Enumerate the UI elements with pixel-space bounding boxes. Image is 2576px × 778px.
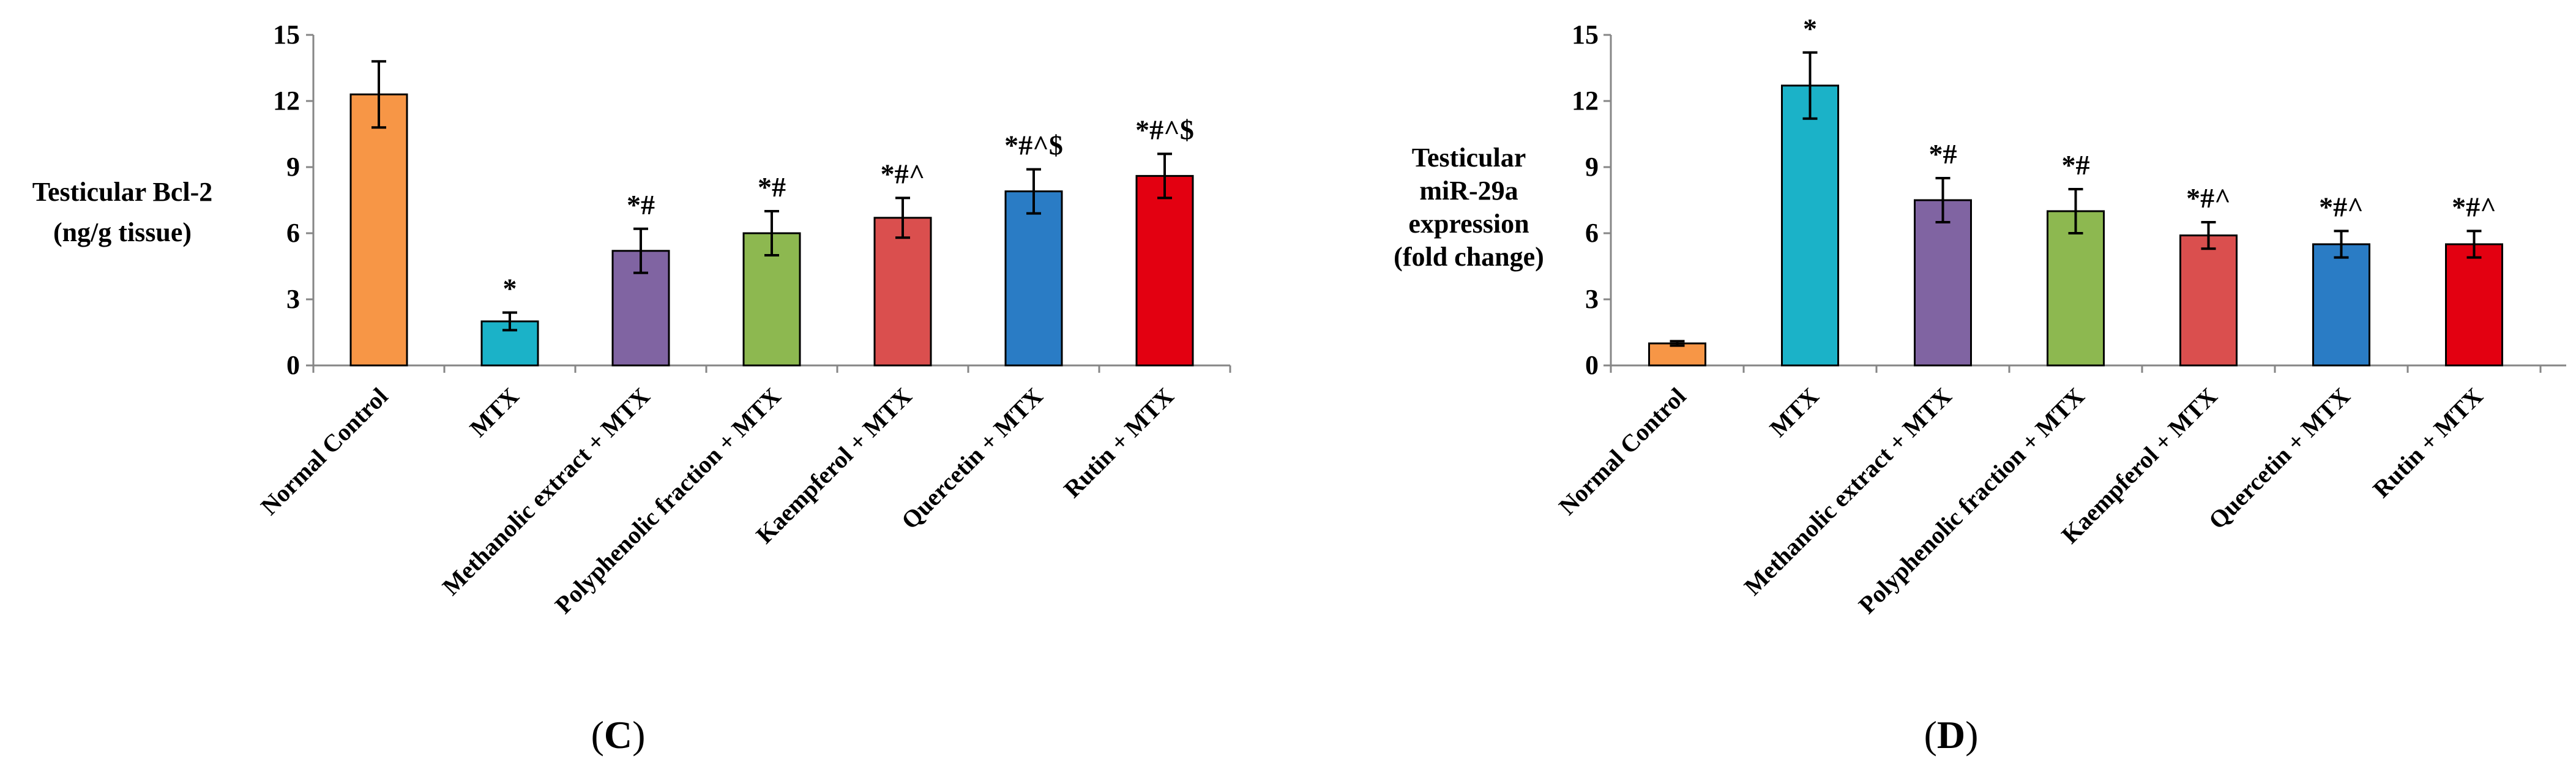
error-bar xyxy=(895,196,910,239)
error-bars xyxy=(371,60,1172,332)
bar xyxy=(611,250,670,367)
category-label: Quercetin + MTX xyxy=(896,382,1048,534)
error-bars xyxy=(1670,51,2482,347)
error-bar xyxy=(764,210,779,256)
category-labels: Normal Control MTX Methanolic extract + … xyxy=(255,382,1179,619)
error-bar xyxy=(502,311,517,332)
y-axis-label-line: Testicular xyxy=(1412,143,1526,173)
significance-label: * xyxy=(1803,13,1817,44)
y-tick-label: 0 xyxy=(1585,350,1599,380)
significance-label: *#^$ xyxy=(1004,130,1063,161)
error-bar xyxy=(2201,221,2216,250)
panel-label-c: (C) xyxy=(591,713,646,757)
y-axis-label-line: (ng/g tissue) xyxy=(53,217,192,247)
y-tick-label: 9 xyxy=(286,152,300,182)
error-bar xyxy=(2068,188,2083,234)
y-tick-label: 15 xyxy=(273,20,300,50)
y-tick-label: 3 xyxy=(286,284,300,314)
y-tick-label: 15 xyxy=(1572,20,1599,50)
y-axis-label-line: miR-29a xyxy=(1419,176,1518,206)
category-label: Polyphenolic fraction + MTX xyxy=(550,382,786,619)
y-tick-label: 12 xyxy=(1572,86,1599,116)
category-label: Normal Control xyxy=(255,383,393,520)
error-bar xyxy=(1670,340,1685,347)
bar xyxy=(1914,199,1972,367)
y-tick-label: 0 xyxy=(286,350,300,380)
category-label: Methanolic extract + MTX xyxy=(437,382,655,600)
bar xyxy=(1781,84,1839,367)
significance-label: *# xyxy=(758,171,786,203)
significance-label: *# xyxy=(627,189,655,220)
y-axis-label-line: (fold change) xyxy=(1394,242,1544,272)
bar xyxy=(2312,243,2370,367)
error-bar xyxy=(1802,51,1818,120)
y-axis-label-line: Testicular Bcl-2 xyxy=(32,177,213,207)
error-bar xyxy=(371,60,386,129)
bar xyxy=(349,93,408,367)
y-tick-label: 3 xyxy=(1585,284,1599,314)
significance-label: * xyxy=(503,273,517,304)
bar xyxy=(2179,234,2238,367)
bar xyxy=(2445,243,2503,367)
bar xyxy=(873,217,932,367)
significance-label: *#^ xyxy=(2452,191,2496,222)
significance-label: *# xyxy=(2062,149,2090,181)
y-tick-label: 6 xyxy=(1585,218,1599,248)
category-label: Quercetin + MTX xyxy=(2203,382,2356,534)
error-bar xyxy=(2334,230,2349,259)
bar xyxy=(1135,174,1194,367)
significance-label: *#^ xyxy=(2319,191,2364,222)
category-label: Polyphenolic fraction + MTX xyxy=(1853,382,2090,619)
error-bar xyxy=(1026,168,1041,215)
significance-labels: * *# *# *#^ *#^ *#^ xyxy=(1803,13,2496,223)
significance-label: *#^ xyxy=(2186,182,2231,214)
category-label: Rutin + MTX xyxy=(2367,382,2488,503)
panel-label-d: (D) xyxy=(1924,713,1979,757)
significance-label: *#^$ xyxy=(1135,114,1194,145)
error-bar xyxy=(633,227,648,274)
error-bar xyxy=(2466,230,2482,259)
bar xyxy=(1648,342,1706,367)
category-label: MTX xyxy=(465,382,525,442)
bar xyxy=(1004,190,1063,367)
category-labels: Normal Control MTX Methanolic extract + … xyxy=(1553,382,2488,619)
category-label: MTX xyxy=(1764,382,1824,442)
category-label: Rutin + MTX xyxy=(1058,382,1179,503)
y-tick-label: 9 xyxy=(1585,152,1599,182)
significance-label: *#^ xyxy=(881,158,925,189)
y-tick-label: 6 xyxy=(286,218,300,248)
significance-labels: * *# *# *#^ *#^$ *#^$ xyxy=(503,114,1194,304)
error-bar xyxy=(1935,177,1951,223)
panel-d: Testicular miR-29a expression (fold chan… xyxy=(1394,13,2566,757)
panel-c: Testicular Bcl-2 (ng/g tissue) 0 3 6 9 1… xyxy=(32,20,1231,757)
y-axis-label-line: expression xyxy=(1408,209,1529,239)
category-label: Normal Control xyxy=(1553,383,1691,520)
error-bar xyxy=(1157,152,1172,200)
significance-label: *# xyxy=(1929,138,1957,170)
y-tick-label: 12 xyxy=(273,86,300,116)
